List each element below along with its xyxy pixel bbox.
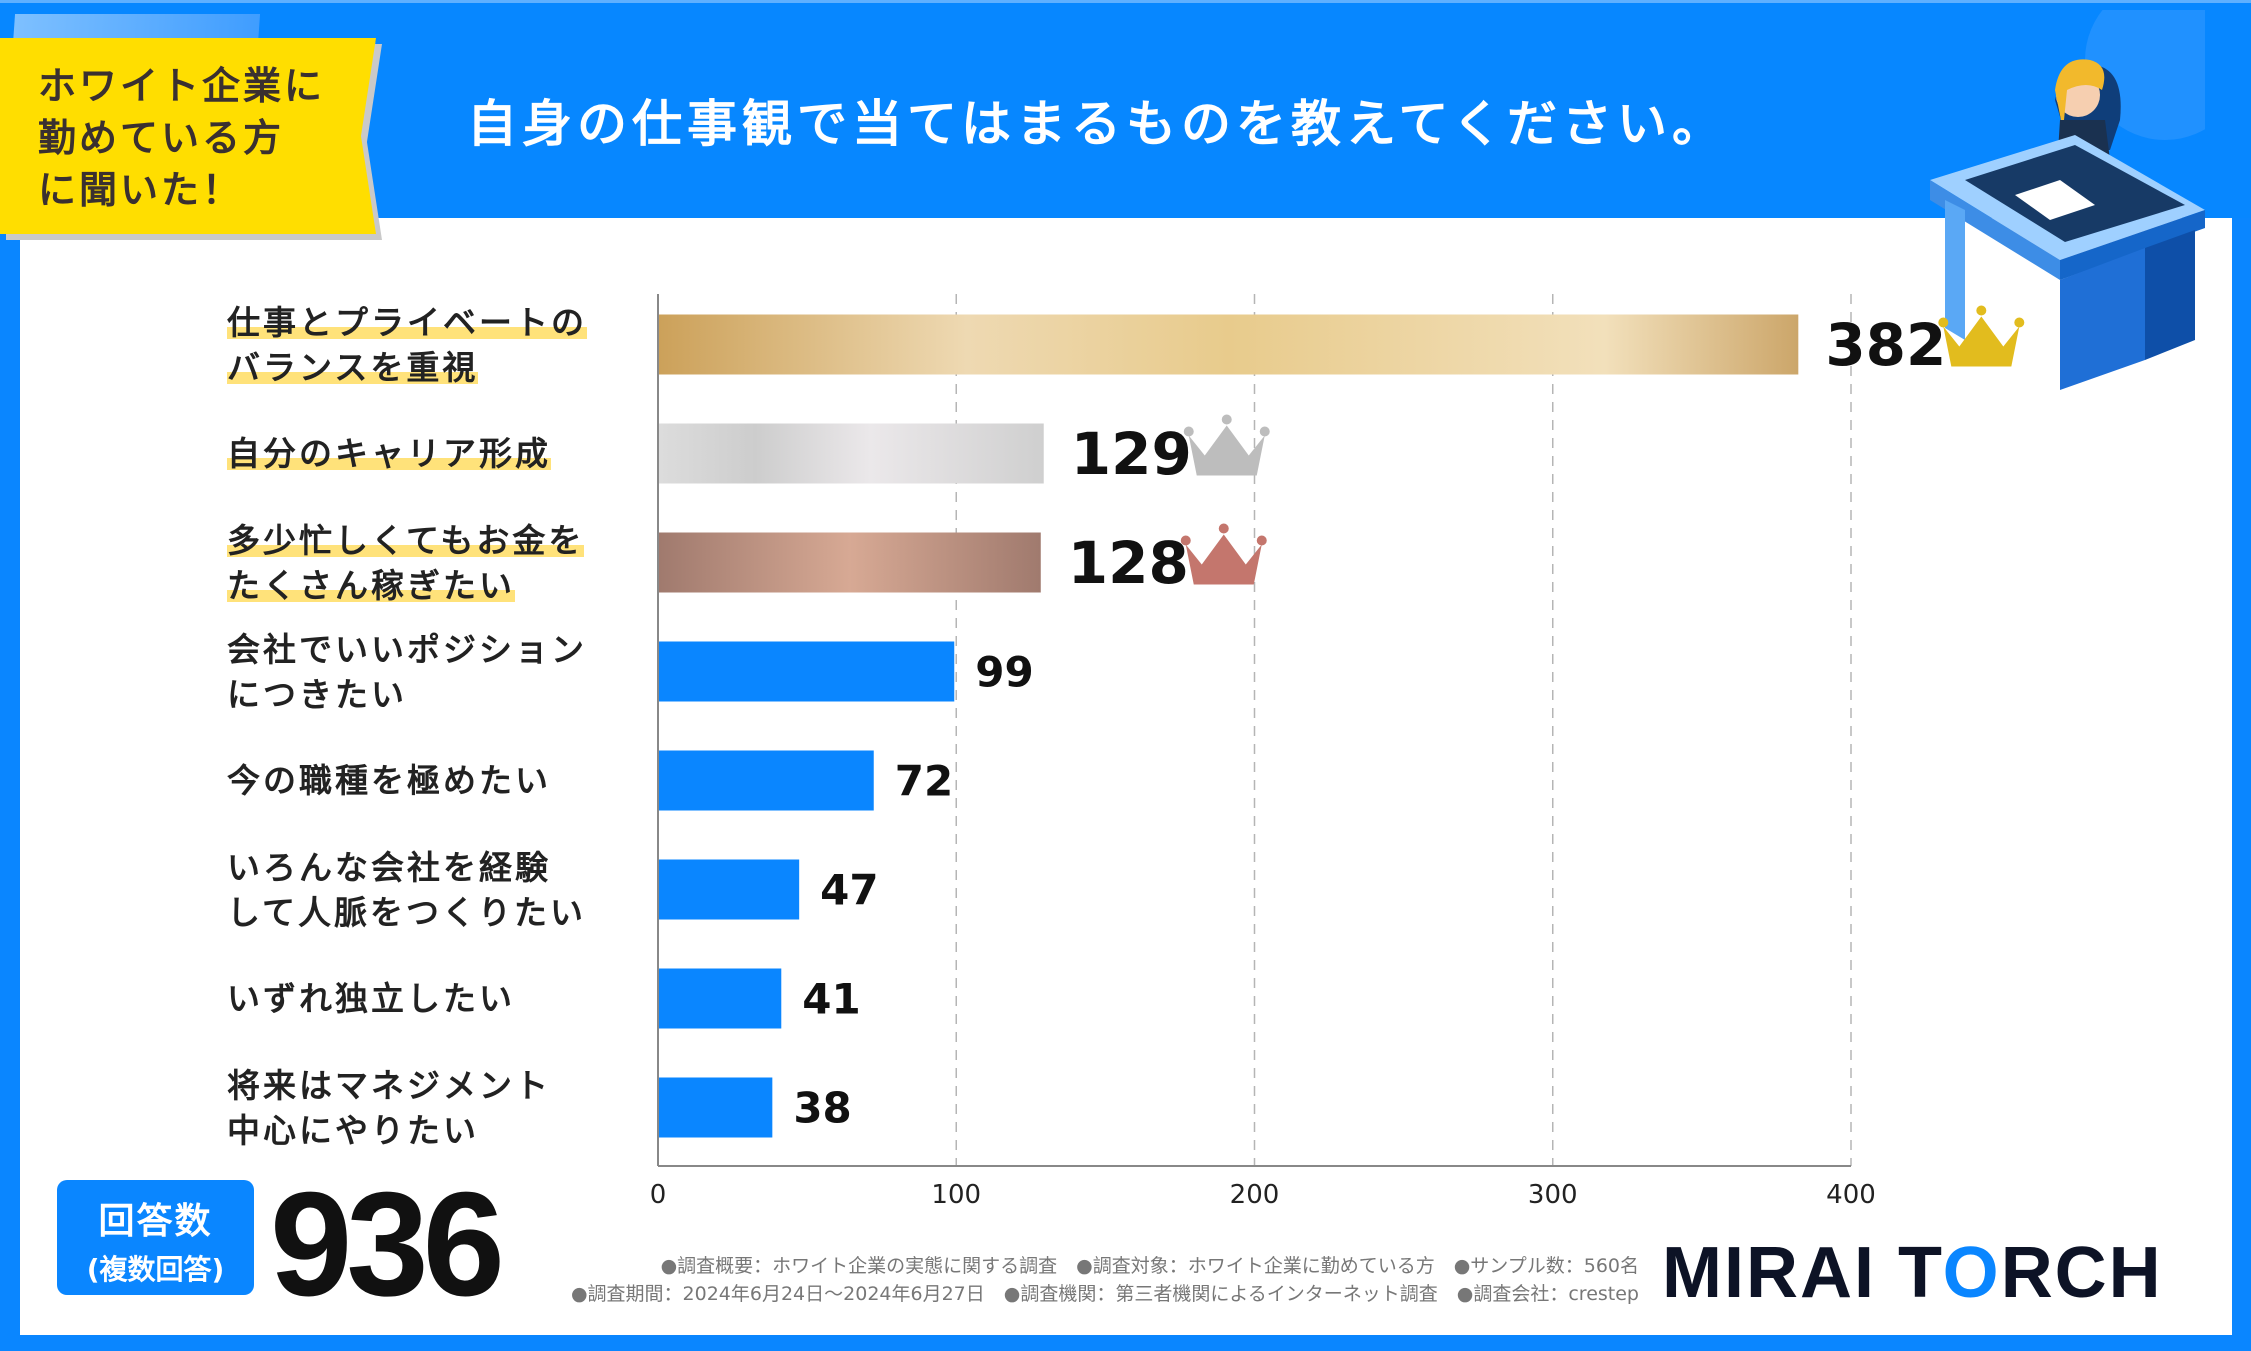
x-tick-label: 0 bbox=[649, 1180, 667, 1210]
logo-text-1: MIRAI T bbox=[1662, 1233, 1943, 1313]
survey-tag bbox=[0, 38, 376, 234]
x-tick-label: 300 bbox=[1527, 1180, 1578, 1210]
office-worker-illustration bbox=[1930, 10, 2205, 390]
category-label: 将来はマネジメント 中心にやりたい bbox=[227, 1065, 551, 1150]
crown-icon-bronze bbox=[1180, 523, 1267, 585]
category-label: いずれ独立したい bbox=[227, 979, 515, 1018]
answer-count-value: 936 bbox=[270, 1162, 505, 1327]
data-label: 129 bbox=[1070, 419, 1192, 488]
bar-4 bbox=[659, 641, 955, 702]
category-label: 自分のキャリア形成 bbox=[227, 431, 551, 476]
data-label: 99 bbox=[975, 647, 1034, 696]
x-tick-label: 400 bbox=[1826, 1180, 1876, 1210]
survey-tag-text: ホワイト企業に 勤めている方 に聞いた！ bbox=[38, 64, 326, 212]
category-label: 多少忙しくてもお金を たくさん稼ぎたい bbox=[227, 518, 585, 608]
crown-icon-silver bbox=[1183, 414, 1270, 476]
data-label: 128 bbox=[1067, 528, 1189, 597]
category-label-text: 自分のキャリア形成 bbox=[227, 434, 551, 473]
data-label: 38 bbox=[793, 1083, 852, 1132]
category-label: 会社でいいポジション につきたい bbox=[227, 629, 587, 714]
x-tick-label: 200 bbox=[1229, 1180, 1280, 1210]
data-label: 41 bbox=[802, 974, 861, 1023]
answer-count-label: 回答数 bbox=[98, 1201, 213, 1242]
content-panel bbox=[20, 218, 2232, 1335]
survey-notes: ●調査概要：ホワイト企業の実態に関する調査 ●調査対象：ホワイト企業に勤めている… bbox=[571, 1252, 1639, 1308]
bar-3 bbox=[659, 532, 1041, 593]
bar-8 bbox=[659, 1077, 773, 1138]
x-tick-label: 100 bbox=[931, 1180, 982, 1210]
category-label-text: 多少忙しくてもお金を たくさん稼ぎたい bbox=[227, 520, 585, 605]
bar-1 bbox=[659, 314, 1799, 375]
crown-icon-gold bbox=[1938, 305, 2025, 367]
data-label: 382 bbox=[1825, 310, 1947, 379]
category-label-text: 仕事とプライベートの バランスを重視 bbox=[227, 302, 587, 387]
logo-torch-o: O bbox=[1942, 1233, 2001, 1313]
bar-5 bbox=[659, 750, 874, 811]
category-label: いろんな会社を経験 して人脈をつくりたい bbox=[227, 847, 587, 932]
bar-6 bbox=[659, 859, 800, 920]
page-title: 自身の仕事観で当てはまるものを教えてください。 bbox=[467, 95, 1727, 153]
data-label: 72 bbox=[894, 756, 954, 805]
category-label: 仕事とプライベートの バランスを重視 bbox=[227, 300, 587, 390]
answer-count-badge: 回答数 (複数回答) bbox=[57, 1180, 254, 1295]
survey-note-line2: ●調査期間：2024年6月24日～2024年6月27日 ●調査機関：第三者機関に… bbox=[570, 1283, 1639, 1305]
bar-7 bbox=[659, 968, 782, 1029]
top-border bbox=[0, 0, 2251, 3]
category-label: 今の職種を極めたい bbox=[227, 761, 551, 800]
survey-note-line1: ●調査概要：ホワイト企業の実態に関する調査 ●調査対象：ホワイト企業に勤めている… bbox=[660, 1255, 1639, 1277]
answer-count-sub: (複数回答) bbox=[86, 1253, 225, 1286]
data-label: 47 bbox=[820, 865, 879, 914]
logo-text-2: RCH bbox=[2000, 1233, 2163, 1313]
mirai-torch-logo: MIRAI TORCH bbox=[1662, 1232, 2163, 1314]
bar-2 bbox=[659, 423, 1044, 484]
